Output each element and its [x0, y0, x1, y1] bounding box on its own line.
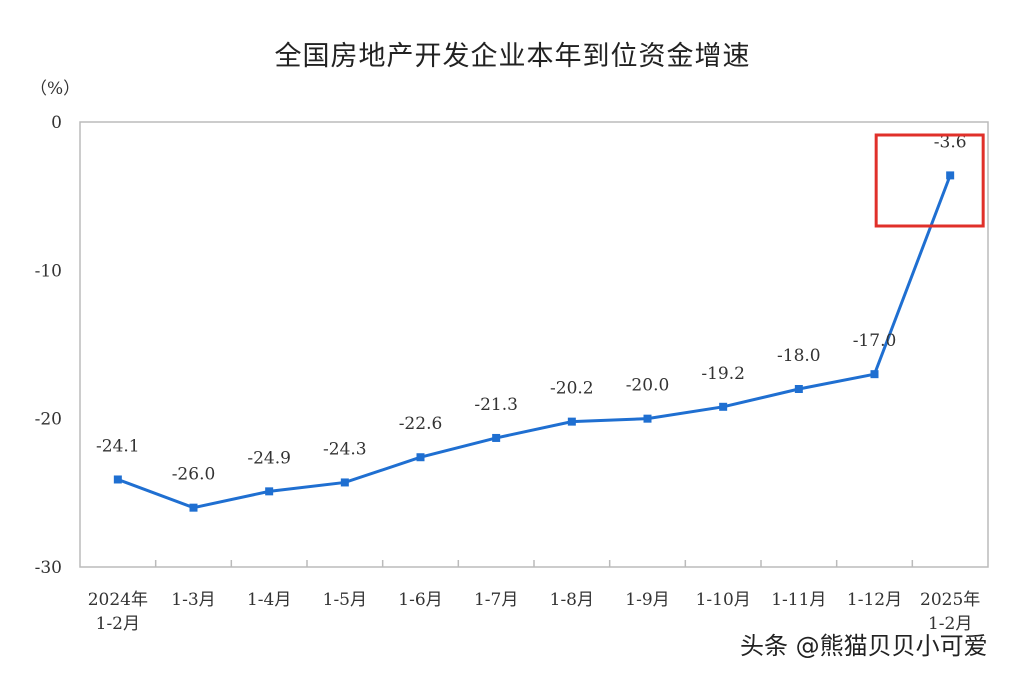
x-tick-label: 1-5月 — [323, 590, 367, 610]
data-point — [265, 487, 274, 496]
y-axis-unit: （%） — [30, 79, 81, 99]
series-line — [117, 174, 952, 510]
data-point — [643, 414, 652, 423]
data-label: -20.0 — [626, 376, 670, 396]
x-tick-label: 1-4月 — [247, 590, 291, 610]
x-tick-label: 1-3月 — [171, 590, 215, 610]
data-label: -24.3 — [323, 439, 367, 459]
data-label: -26.0 — [172, 465, 216, 485]
y-tick-label: -10 — [35, 261, 62, 281]
data-point — [340, 478, 349, 487]
data-point — [492, 433, 501, 442]
x-tick-label: 1-6月 — [398, 590, 442, 610]
data-point — [567, 417, 576, 426]
x-tick-label: 2025年 — [920, 590, 980, 610]
data-point — [113, 475, 122, 484]
x-tick-label: 1-2月 — [96, 614, 140, 634]
data-point — [719, 402, 728, 411]
data-label: -24.9 — [247, 448, 291, 468]
data-label: -17.0 — [853, 331, 897, 351]
data-label: -3.6 — [934, 132, 967, 152]
x-tick-label: 1-10月 — [696, 590, 751, 610]
y-tick-label: 0 — [51, 113, 62, 133]
y-tick-label: -30 — [35, 558, 62, 578]
x-tick-label: 1-2月 — [928, 614, 972, 634]
data-label: -21.3 — [474, 395, 518, 415]
x-tick-label: 1-8月 — [550, 590, 594, 610]
x-tick-label: 1-9月 — [625, 590, 669, 610]
data-point — [189, 503, 198, 512]
y-tick-label: -20 — [35, 410, 62, 430]
data-point — [946, 171, 955, 180]
data-point — [870, 370, 879, 379]
x-tick-label: 1-12月 — [847, 590, 902, 610]
x-tick-label: 1-7月 — [474, 590, 518, 610]
data-label: -19.2 — [701, 364, 745, 384]
data-label: -20.2 — [550, 379, 594, 399]
highlight-box — [874, 133, 985, 228]
data-point — [794, 385, 803, 393]
data-point — [416, 453, 425, 462]
x-tick-label: 2024年 — [88, 590, 148, 610]
x-tick-label: 1-11月 — [771, 590, 826, 610]
watermark: 头条 @熊猫贝贝小可爱 — [740, 632, 988, 660]
data-label: -18.0 — [777, 346, 821, 366]
data-label: -22.6 — [399, 414, 443, 434]
data-label: -24.1 — [96, 436, 140, 456]
chart-title: 全国房地产开发企业本年到位资金增速 — [274, 41, 751, 72]
